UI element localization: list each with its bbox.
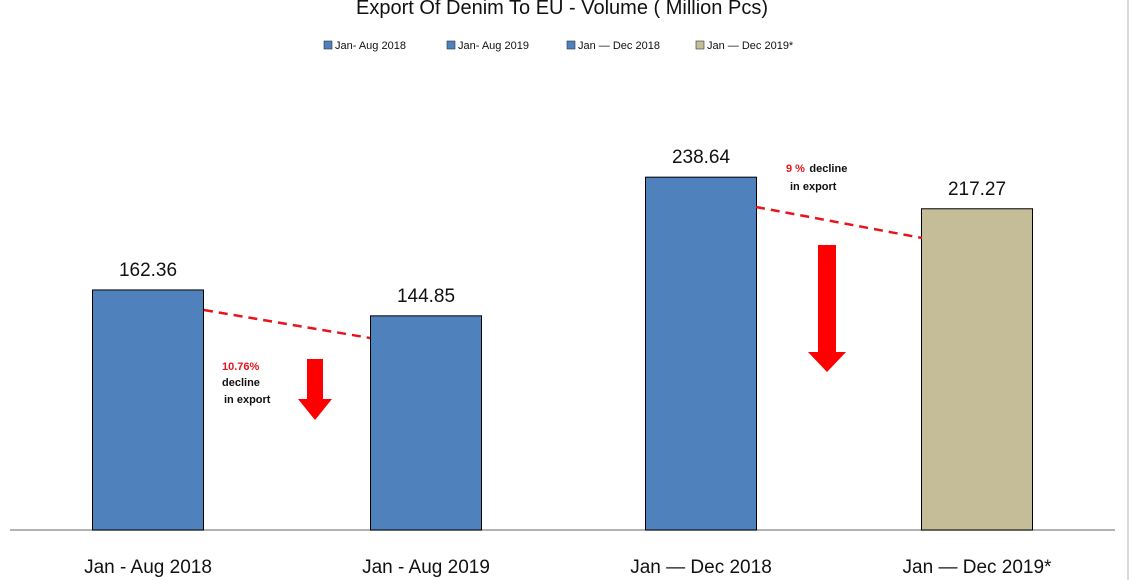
chart-title: Export Of Denim To EU - Volume ( Million…	[356, 0, 768, 19]
bar-value-labels: 162.36 144.85 238.64 217.27	[119, 147, 1006, 307]
trend-line-dec	[755, 205, 923, 240]
bar-value-label: 238.64	[672, 147, 731, 168]
bar-value-label: 162.36	[119, 260, 177, 281]
annotation-2-pct: 9 %	[786, 163, 805, 175]
bar-value-label: 144.85	[397, 286, 455, 307]
category-labels: Jan - Aug 2018 Jan - Aug 2019 Jan — Dec 20…	[84, 557, 1052, 578]
legend-swatch	[446, 40, 456, 50]
down-arrow-icon	[298, 359, 332, 420]
annotation-2-line1-group: 9 % decline	[786, 159, 847, 176]
down-arrow-icon	[808, 245, 846, 372]
legend-label: Jan — Dec 2019*	[707, 40, 794, 52]
bar	[370, 315, 482, 531]
category-label: Jan — Dec 2018	[630, 557, 772, 578]
annotation-1-pct: 10.76%	[222, 361, 260, 373]
bar	[645, 176, 757, 531]
legend-swatch	[566, 40, 576, 50]
legend-swatch	[323, 40, 333, 50]
annotation-2-line2: in export	[790, 181, 837, 193]
legend-label: Jan- Aug 2019	[458, 40, 529, 52]
category-label: Jan - Aug 2019	[362, 557, 490, 578]
bars	[92, 176, 1033, 531]
annotation-2-line1: decline	[809, 163, 847, 175]
category-label: Jan — Dec 2019*	[903, 557, 1053, 578]
legend-swatch	[695, 40, 705, 50]
legend-label: Jan- Aug 2018	[335, 40, 406, 52]
category-label: Jan - Aug 2018	[84, 557, 212, 578]
annotation-1-line2: in export	[224, 394, 271, 406]
trend-line-aug	[203, 308, 371, 340]
bar	[92, 289, 204, 531]
legend: Jan- Aug 2018 Jan- Aug 2019 Jan — Dec 2018…	[323, 40, 794, 52]
annotation-1-line1: decline	[222, 377, 260, 389]
legend-label: Jan — Dec 2018	[578, 40, 660, 52]
bar	[921, 208, 1033, 531]
bar-value-label: 217.27	[948, 179, 1006, 200]
